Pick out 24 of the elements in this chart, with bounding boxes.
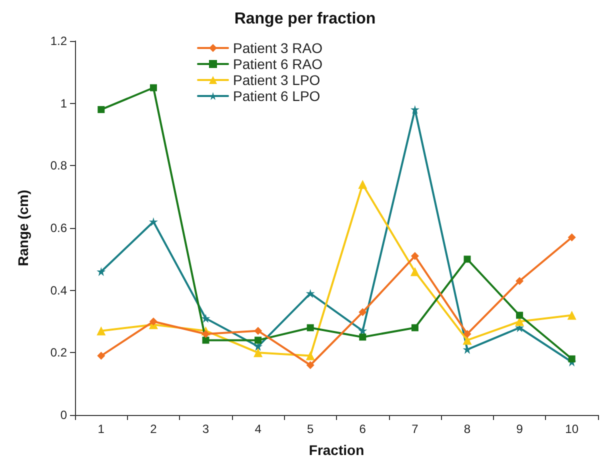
x-axis-title: Fraction: [308, 442, 364, 458]
y-tick-label: 1: [60, 96, 68, 110]
y-tick-label: 0: [60, 408, 68, 422]
y-tick-label: 0.2: [50, 346, 68, 360]
legend-label: Patient 6 LPO: [233, 88, 320, 104]
y-tick-label: 0.6: [50, 221, 68, 235]
x-tick-label: 3: [202, 422, 210, 436]
x-tick-label: 1: [98, 422, 105, 436]
x-tick-label: 5: [307, 422, 314, 436]
chart-title: Range per fraction: [234, 10, 376, 28]
y-tick-label: 0.8: [50, 158, 68, 173]
x-tick-label: 4: [254, 422, 262, 436]
x-tick-label: 7: [412, 422, 419, 436]
y-tick-label: 1.2: [50, 34, 68, 48]
x-tick-label: 9: [516, 422, 524, 436]
y-axis-title: Range (cm): [15, 190, 31, 266]
legend-label: Patient 6 RAO: [233, 56, 323, 72]
y-tick-label: 0.4: [50, 283, 68, 298]
x-tick-label: 6: [359, 422, 366, 436]
x-tick-label: 8: [464, 422, 471, 436]
x-tick-label: 10: [565, 422, 579, 436]
x-tick-label: 2: [150, 422, 158, 436]
legend-label: Patient 3 RAO: [233, 40, 323, 56]
legend-label: Patient 3 LPO: [233, 72, 320, 88]
